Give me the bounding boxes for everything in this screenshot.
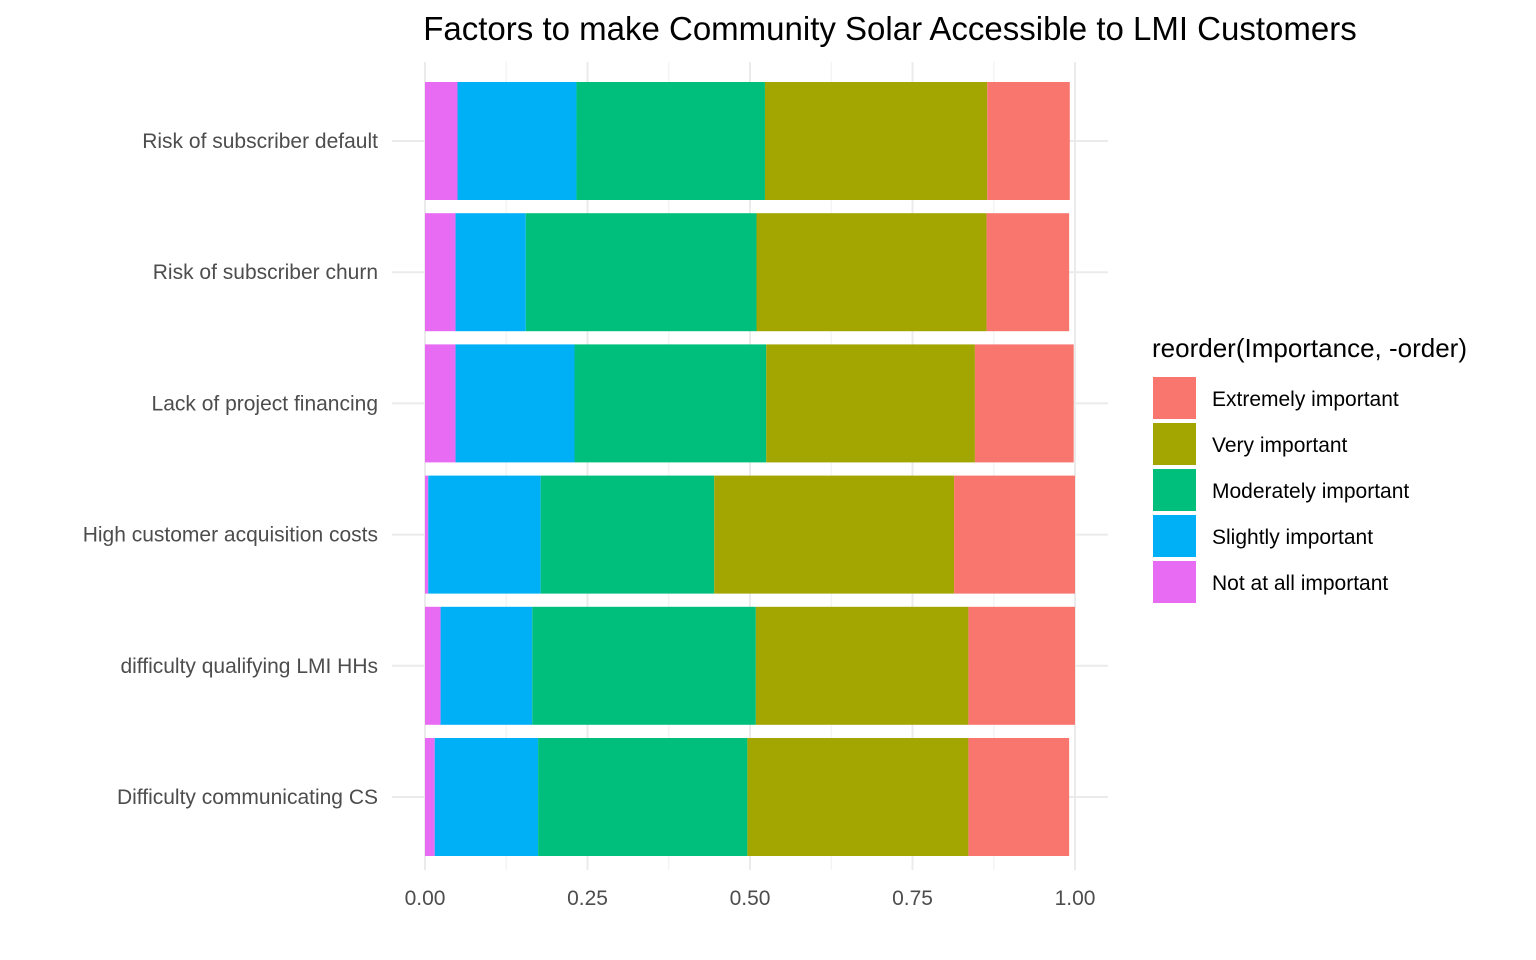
bar-segment-slightly-important	[455, 344, 575, 463]
bars	[425, 82, 1075, 856]
x-tick-label: 0.00	[405, 887, 446, 910]
legend-swatch-very-important	[1153, 423, 1196, 465]
y-tick-label: High customer acquisition costs	[83, 524, 378, 547]
legend-label-very-important: Very important	[1212, 434, 1348, 457]
bar-segment-extremely-important	[954, 475, 1075, 594]
bar-segment-extremely-important	[986, 213, 1070, 332]
bar-segment-slightly-important	[457, 82, 577, 200]
x-tick-label: 1.00	[1055, 887, 1096, 910]
legend-swatch-extremely-important	[1153, 377, 1196, 419]
bar-segment-not-at-all-important	[425, 344, 456, 463]
bar-segment-very-important	[747, 738, 969, 856]
bar-segment-very-important	[756, 213, 987, 332]
bar-segment-moderately-important	[525, 213, 757, 332]
x-tick-label: 0.25	[567, 887, 608, 910]
bar-segment-moderately-important	[574, 344, 767, 463]
bar-segment-not-at-all-important	[425, 606, 441, 725]
y-tick-label: Risk of subscriber churn	[153, 261, 378, 284]
bar-segment-moderately-important	[576, 82, 765, 200]
bar-segment-moderately-important	[532, 606, 756, 725]
y-tick-label: Lack of project financing	[152, 392, 378, 415]
legend-label-slightly-important: Slightly important	[1212, 526, 1373, 549]
bar-segment-moderately-important	[538, 738, 748, 856]
x-tick-label: 0.75	[892, 887, 933, 910]
legend: reorder(Importance, -order) Extremely im…	[1152, 333, 1467, 603]
legend-swatch-slightly-important	[1153, 515, 1196, 557]
legend-title: reorder(Importance, -order)	[1152, 333, 1467, 363]
bar-segment-not-at-all-important	[425, 738, 435, 856]
x-axis-ticks: 0.00 0.25 0.50 0.75 1.00	[405, 887, 1096, 910]
bar-segment-extremely-important	[968, 606, 1075, 725]
bar-segment-extremely-important	[974, 344, 1074, 463]
bar-segment-very-important	[764, 82, 988, 200]
y-tick-label: Risk of subscriber default	[142, 130, 378, 153]
bar-segment-moderately-important	[540, 475, 715, 594]
bar-segment-slightly-important	[434, 738, 539, 856]
bar-segment-slightly-important	[455, 213, 526, 332]
bar-segment-very-important	[766, 344, 975, 463]
y-tick-label: Difficulty communicating CS	[117, 786, 378, 809]
bar-segment-extremely-important	[987, 82, 1070, 200]
bar-segment-not-at-all-important	[425, 82, 458, 200]
legend-label-extremely-important: Extremely important	[1212, 388, 1399, 411]
legend-label-not-at-all-important: Not at all important	[1212, 572, 1388, 595]
legend-swatch-moderately-important	[1153, 469, 1196, 511]
legend-label-moderately-important: Moderately important	[1212, 480, 1409, 503]
bar-segment-slightly-important	[428, 475, 541, 594]
bar-segment-slightly-important	[440, 606, 533, 725]
y-axis-labels: Risk of subscriber default Risk of subscr…	[83, 130, 378, 809]
chart-title: Factors to make Community Solar Accessib…	[423, 10, 1356, 47]
legend-swatch-not-at-all-important	[1153, 561, 1196, 603]
y-tick-label: difficulty qualifying LMI HHs	[120, 655, 378, 678]
bar-segment-extremely-important	[968, 738, 1070, 856]
bar-segment-very-important	[755, 606, 969, 725]
x-tick-label: 0.50	[730, 887, 771, 910]
bar-segment-not-at-all-important	[425, 475, 429, 594]
bar-segment-not-at-all-important	[425, 213, 456, 332]
bar-segment-very-important	[714, 475, 955, 594]
